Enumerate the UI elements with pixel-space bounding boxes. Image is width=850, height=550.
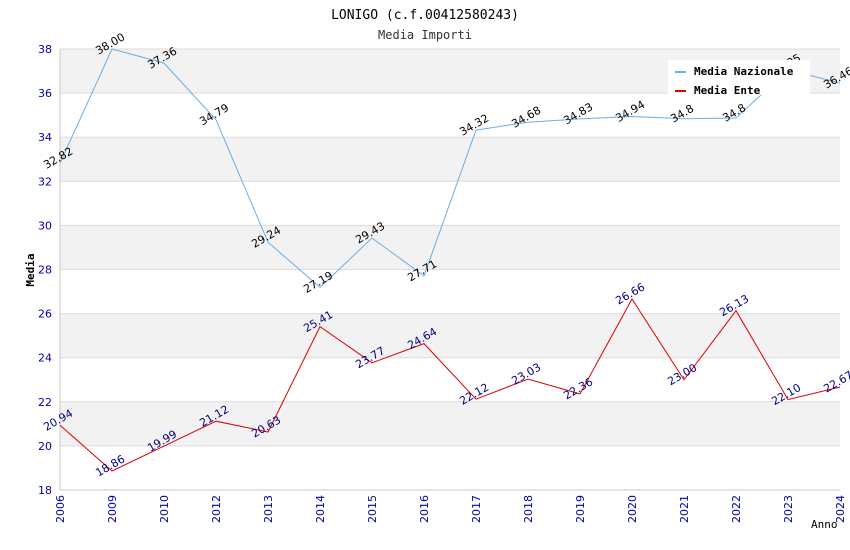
legend-label-media-ente: Media Ente [694,84,761,97]
grid-band [60,401,840,446]
x-tick-label: 2015 [366,495,379,523]
x-tick-label: 2022 [730,495,743,523]
legend: Media Nazionale Media Ente [668,60,810,97]
y-tick-label: 34 [38,131,52,144]
grid-band [60,445,840,490]
y-tick-label: 32 [38,175,52,188]
chart-title: LONIGO (c.f.00412580243) [331,8,519,23]
grid-band [60,225,840,270]
y-tick-label: 20 [38,440,52,453]
chart-subtitle: Media Importi [378,28,472,42]
y-axis-label: Media [24,253,37,286]
x-tick-label: 2006 [54,495,67,523]
grid-bands [60,49,840,490]
grid-band [60,357,840,402]
x-axis-label: Anno [811,518,838,531]
y-tick-label: 30 [38,219,52,232]
legend-label-media-nazionale: Media Nazionale [694,65,794,78]
y-tick-label: 26 [38,308,52,321]
x-tick-label: 2013 [262,495,275,523]
x-tick-label: 2020 [626,495,639,523]
x-tick-label: 2019 [574,495,587,523]
series-line-media-ente [59,298,841,472]
x-tick-label: 2016 [418,495,431,523]
x-tick-label: 2012 [210,495,223,523]
y-tick-label: 24 [38,352,52,365]
plot-frame [59,48,840,491]
legend-box [668,60,810,95]
y-tick-label: 22 [38,396,52,409]
x-tick-label: 2014 [314,495,327,523]
y-tick-label: 18 [38,484,52,497]
y-tick-label: 38 [38,43,52,56]
x-tick-label: 2017 [470,495,483,523]
x-tick-label: 2010 [158,495,171,523]
x-tick-label: 2009 [106,495,119,523]
x-tick-label: 2024 [834,495,847,523]
grid-band [60,313,840,358]
y-tick-label: 28 [38,264,52,277]
series-line-media-nazionale [59,48,841,289]
x-tick-labels: 2006 2009 2010 2012 2013 2014 2015 2016 2017 2018… [54,495,847,523]
x-tick-label: 2023 [782,495,795,523]
series-lines [59,48,841,472]
grid-band [60,137,840,182]
x-tick-label: 2018 [522,495,535,523]
y-tick-labels: 18 20 22 24 26 28 30 32 34 36 38 [38,43,52,497]
grid-band [60,93,840,138]
x-tick-label: 2021 [678,495,691,523]
y-tick-label: 36 [38,87,52,100]
grid-band [60,269,840,314]
